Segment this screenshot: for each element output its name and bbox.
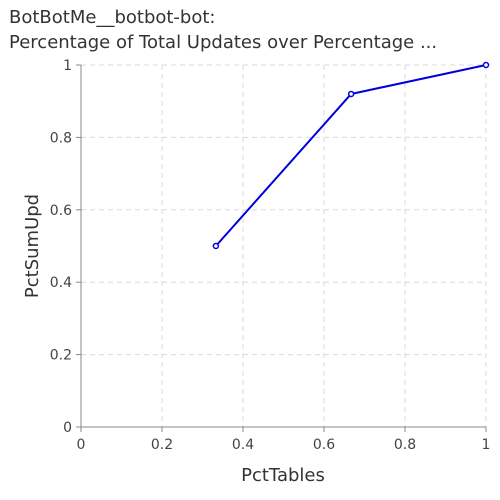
y-tick-label-5: 1 — [63, 58, 72, 74]
y-tick-label-0: 0 — [63, 420, 72, 436]
chart-title-line-1: BotBotMe__botbot-bot: — [9, 7, 216, 28]
chart-title-line-2: Percentage of Total Updates over Percent… — [9, 32, 438, 53]
series-layer — [212, 61, 490, 250]
x-tick-label-3: 0.6 — [313, 437, 335, 453]
x-axis-title: PctTables — [241, 465, 325, 486]
axes — [76, 64, 487, 432]
data-point-0-1 — [347, 90, 355, 98]
x-tick-label-2: 0.4 — [232, 437, 254, 453]
tick-labels: 0 0.2 0.4 0.6 0.8 1 0 0.2 0.4 0.6 0.8 1 — [50, 58, 491, 453]
x-tick-label-5: 1 — [482, 437, 491, 453]
grid — [80, 64, 487, 428]
data-point-0-0 — [212, 242, 220, 250]
x-tick-label-4: 0.8 — [394, 437, 416, 453]
y-tick-label-1: 0.2 — [50, 348, 72, 364]
y-axis-title: PctSumUpd — [22, 194, 43, 298]
data-point-0-2 — [482, 61, 490, 69]
y-tick-label-4: 0.8 — [50, 130, 72, 146]
x-tick-label-1: 0.2 — [151, 437, 173, 453]
x-tick-label-0: 0 — [77, 437, 86, 453]
y-tick-label-3: 0.6 — [50, 203, 72, 219]
y-tick-label-2: 0.4 — [50, 275, 72, 291]
